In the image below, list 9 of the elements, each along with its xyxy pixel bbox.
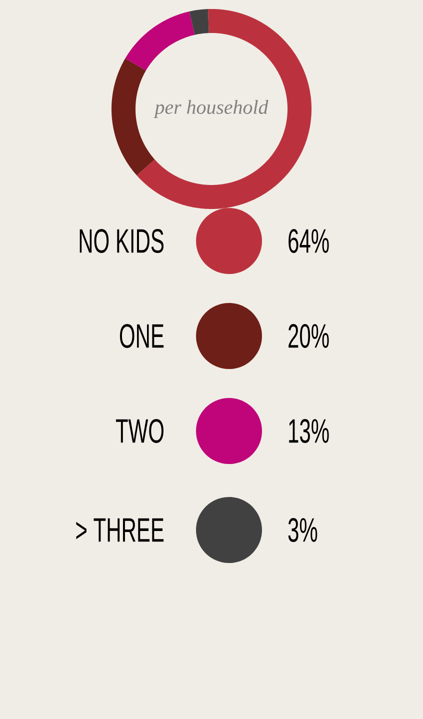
legend-label: ONE bbox=[120, 324, 164, 348]
data-label: 3% bbox=[288, 518, 318, 542]
text: per household bbox=[154, 100, 268, 118]
data-label: 20% bbox=[288, 324, 329, 348]
legend-label: NO KIDS bbox=[80, 228, 164, 253]
data-label: 13% bbox=[289, 418, 329, 443]
data-label: 64% bbox=[288, 228, 329, 253]
legend-label: > THREE bbox=[76, 518, 164, 542]
legend-label: TWO bbox=[116, 418, 164, 443]
